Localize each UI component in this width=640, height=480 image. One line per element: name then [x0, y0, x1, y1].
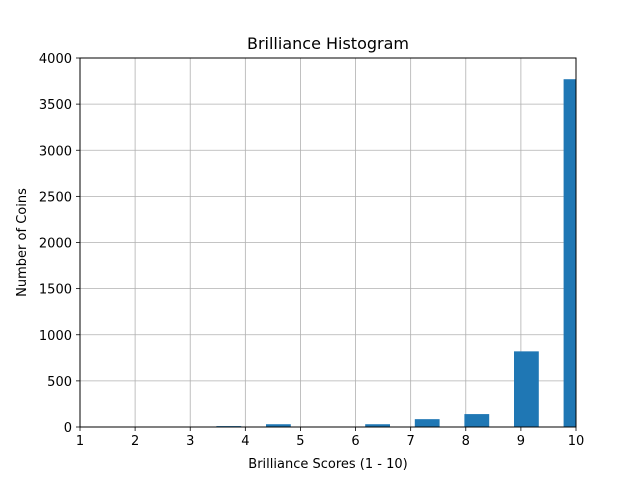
y-tick-label: 2500 [39, 190, 72, 205]
y-tick-label: 3500 [39, 98, 72, 113]
bars [216, 79, 576, 427]
histogram-bar [514, 351, 539, 427]
y-axis-label: Number of Coins [15, 188, 30, 297]
x-tick-label: 9 [517, 434, 525, 449]
y-tick-label: 1000 [39, 329, 72, 344]
y-tick-label: 1500 [39, 283, 72, 298]
x-tick-label: 3 [186, 434, 194, 449]
chart-title: Brilliance Histogram [247, 34, 409, 53]
x-tick-label: 2 [131, 434, 139, 449]
y-tick-label: 4000 [39, 52, 72, 67]
x-tick-label: 7 [407, 434, 415, 449]
y-tick-label: 0 [64, 421, 72, 436]
x-tick-label: 6 [351, 434, 359, 449]
x-axis-label: Brilliance Scores (1 - 10) [248, 457, 407, 472]
x-tick-label: 10 [568, 434, 585, 449]
y-ticks: 0 500 1000 1500 2000 2500 3000 3500 4000 [39, 52, 80, 436]
y-tick-label: 3000 [39, 144, 72, 159]
x-tick-label: 8 [462, 434, 470, 449]
x-ticks: 1 2 3 4 5 6 7 8 9 10 [76, 427, 584, 449]
histogram-bar [563, 79, 576, 427]
histogram-bar [266, 424, 291, 427]
x-tick-label: 5 [296, 434, 304, 449]
x-tick-label: 4 [241, 434, 249, 449]
y-tick-label: 2000 [39, 237, 72, 252]
y-tick-label: 500 [47, 375, 72, 390]
histogram-bar [464, 414, 490, 427]
x-tick-label: 1 [76, 434, 84, 449]
histogram-bar [365, 424, 390, 427]
histogram-bar [414, 419, 440, 427]
